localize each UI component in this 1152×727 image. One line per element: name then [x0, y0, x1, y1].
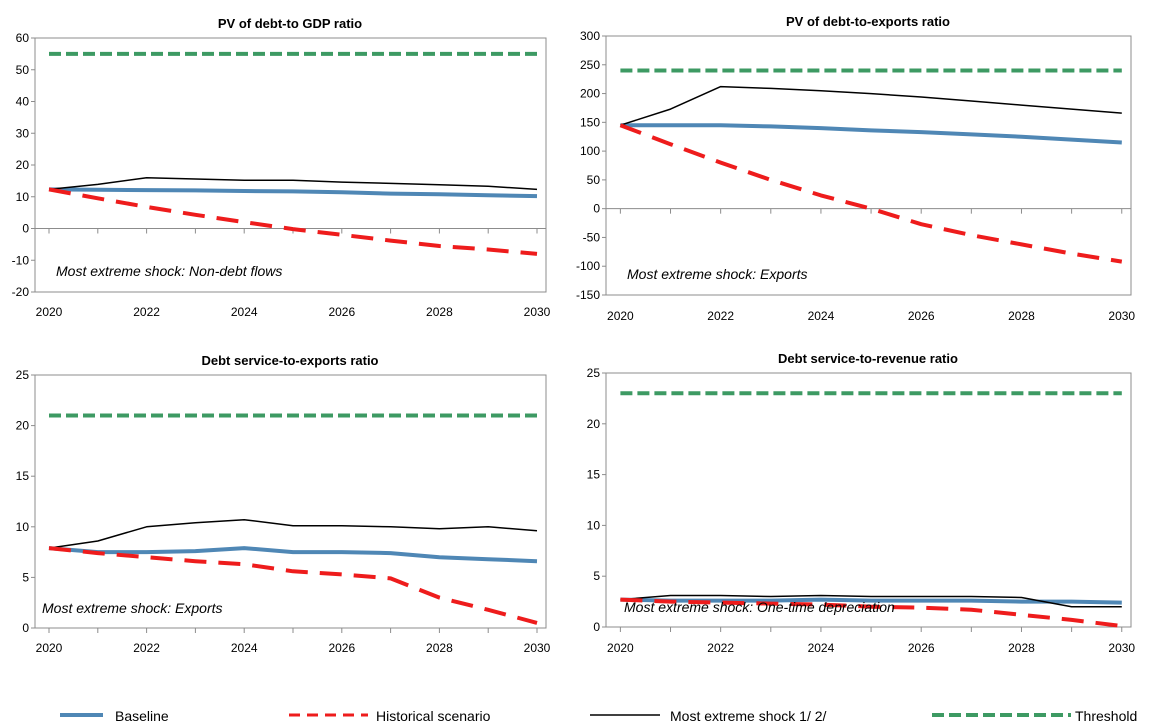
y-tick-label: 0	[593, 202, 600, 216]
x-tick-label: 2028	[426, 305, 453, 319]
series-line-shock	[48, 176, 538, 191]
series-line-shock	[620, 85, 1122, 126]
y-tick-label: -20	[12, 285, 30, 299]
y-tick-label: 200	[580, 87, 600, 101]
x-tick-label: 2020	[36, 305, 63, 319]
shock-annotation: Most extreme shock: Non-debt flows	[56, 263, 282, 279]
shock-annotation: Most extreme shock: One-time depreciatio…	[624, 599, 895, 615]
y-tick-label: 5	[593, 569, 600, 583]
x-tick-label: 2020	[607, 309, 634, 323]
y-tick-label: -50	[583, 230, 601, 244]
chart-title: Debt service-to-revenue ratio	[778, 351, 958, 366]
y-tick-label: 10	[587, 518, 601, 532]
plot-frame	[34, 37, 547, 293]
x-tick-label: 2026	[908, 641, 935, 655]
x-tick-label: 2022	[133, 641, 160, 655]
y-tick-label: 20	[16, 158, 30, 172]
series-line-historical	[620, 597, 1123, 628]
y-tick-label: 300	[580, 29, 600, 43]
y-tick-label: 5	[22, 570, 29, 584]
x-tick-label: 2024	[808, 641, 835, 655]
legend-label-shock: Most extreme shock 1/ 2/	[670, 708, 827, 724]
series-line-baseline	[48, 546, 538, 564]
plot-frame	[34, 374, 547, 629]
y-tick-label: 10	[16, 190, 30, 204]
y-tick-label: 50	[16, 63, 30, 77]
legend-label-baseline: Baseline	[115, 708, 169, 724]
chart-title: Debt service-to-exports ratio	[202, 353, 379, 368]
series-line-historical	[619, 123, 1123, 264]
x-tick-label: 2026	[328, 305, 355, 319]
x-tick-label: 2022	[707, 309, 734, 323]
x-tick-label: 2030	[1108, 309, 1135, 323]
y-tick-label: 60	[16, 31, 30, 45]
x-tick-label: 2030	[524, 305, 551, 319]
x-tick-label: 2030	[524, 641, 551, 655]
series-line-historical	[48, 546, 538, 625]
legend: Baseline Historical scenario Most extrem…	[60, 708, 1137, 724]
x-tick-label: 2024	[808, 309, 835, 323]
plot-frame	[605, 35, 1132, 296]
series-line-baseline	[620, 123, 1122, 145]
series-line-historical	[48, 187, 538, 256]
x-tick-label: 2022	[133, 305, 160, 319]
y-tick-label: 15	[16, 469, 30, 483]
y-tick-label: 20	[587, 417, 601, 431]
x-tick-label: 2028	[426, 641, 453, 655]
x-tick-label: 2020	[607, 641, 634, 655]
y-tick-label: 30	[16, 126, 30, 140]
x-tick-label: 2024	[231, 305, 258, 319]
y-tick-label: 15	[587, 468, 601, 482]
x-tick-label: 2028	[1008, 641, 1035, 655]
chart-title: PV of debt-to GDP ratio	[218, 16, 362, 31]
y-tick-label: 0	[22, 222, 29, 236]
x-tick-label: 2026	[908, 309, 935, 323]
y-tick-label: 40	[16, 95, 30, 109]
x-tick-label: 2028	[1008, 309, 1035, 323]
y-tick-label: 10	[16, 520, 30, 534]
x-tick-label: 2022	[707, 641, 734, 655]
y-tick-label: 25	[587, 366, 601, 380]
y-tick-label: 0	[593, 620, 600, 634]
y-tick-label: 250	[580, 58, 600, 72]
plot-frame	[605, 372, 1132, 628]
series-line-shock	[620, 594, 1122, 608]
y-tick-label: 150	[580, 115, 600, 129]
x-tick-label: 2020	[36, 641, 63, 655]
x-tick-label: 2030	[1108, 641, 1135, 655]
legend-label-threshold: Threshold	[1075, 708, 1137, 724]
chart-panel-3: 0 5 10 15 20 25 2020 2022 2024 2026 2028 2030 Debt s…	[16, 353, 551, 655]
y-tick-label: 25	[16, 368, 30, 382]
shock-annotation: Most extreme shock: Exports	[42, 600, 223, 616]
chart-panel-2: -150 -100 -50 0 50 100 150 200 250 300 2020 2022 202…	[576, 14, 1135, 323]
x-tick-label: 2026	[328, 641, 355, 655]
x-tick-label: 2024	[231, 641, 258, 655]
y-tick-label: 50	[587, 173, 601, 187]
y-tick-label: -150	[576, 288, 600, 302]
y-tick-label: -10	[12, 253, 30, 267]
chart-title: PV of debt-to-exports ratio	[786, 14, 950, 29]
y-tick-label: 20	[16, 419, 30, 433]
y-tick-label: 100	[580, 144, 600, 158]
y-tick-label: -100	[576, 259, 600, 273]
legend-label-historical: Historical scenario	[376, 708, 491, 724]
shock-annotation: Most extreme shock: Exports	[627, 266, 808, 282]
chart-panel-4: 0 5 10 15 20 25 2020 2022 2024 2026 2028 2030 Debt s…	[587, 351, 1136, 655]
series-line-baseline	[48, 187, 538, 199]
series-line-shock	[48, 518, 538, 549]
y-tick-label: 0	[22, 621, 29, 635]
